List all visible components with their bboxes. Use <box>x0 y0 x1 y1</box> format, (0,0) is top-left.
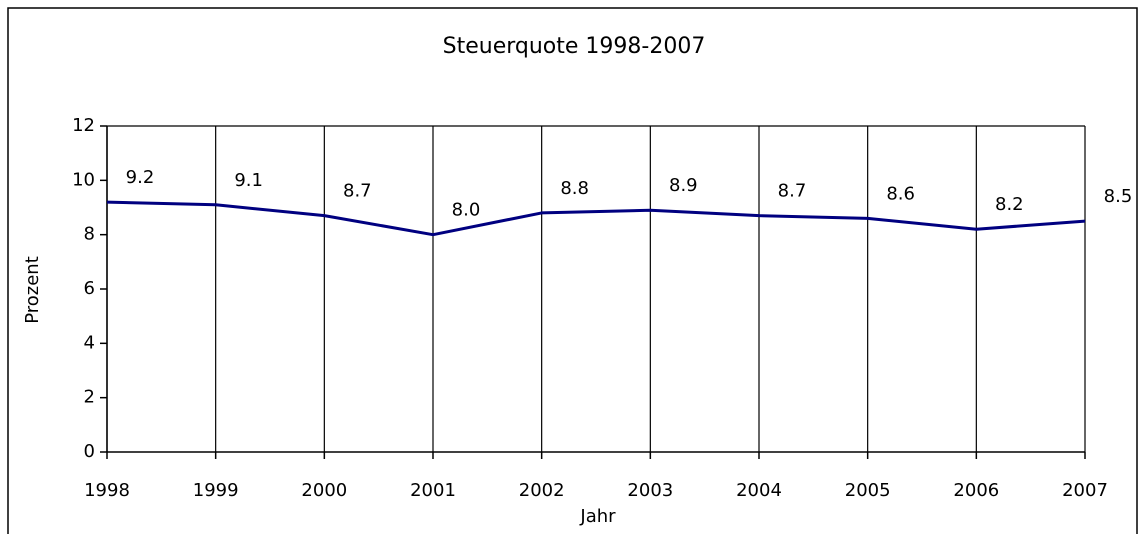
x-tick-label: 1999 <box>193 480 239 501</box>
y-tick-label: 12 <box>72 115 95 136</box>
x-tick-label: 2003 <box>627 480 673 501</box>
x-tick-label: 2005 <box>845 480 891 501</box>
x-axis-label: Jahr <box>579 506 616 527</box>
y-tick-label: 2 <box>84 387 95 408</box>
y-tick-label: 6 <box>84 278 95 299</box>
y-tick-label: 0 <box>84 441 95 462</box>
x-tick-label: 2006 <box>953 480 999 501</box>
data-label: 9.2 <box>126 167 155 188</box>
x-tick-label: 2004 <box>736 480 782 501</box>
x-tick-label: 2007 <box>1062 480 1108 501</box>
x-tick-label: 1998 <box>84 480 130 501</box>
chart-title: Steuerquote 1998-2007 <box>443 34 706 59</box>
data-label: 8.0 <box>452 200 481 221</box>
x-tick-label: 2002 <box>519 480 565 501</box>
x-tick-label: 2001 <box>410 480 456 501</box>
data-label: 8.6 <box>886 183 915 204</box>
data-label: 8.9 <box>669 175 698 196</box>
y-tick-label: 10 <box>72 169 95 190</box>
line <box>106 200 1086 237</box>
data-label: 8.8 <box>560 178 589 199</box>
data-label: 9.1 <box>234 170 263 191</box>
data-label: 8.7 <box>343 181 372 202</box>
y-axis-label: Prozent <box>22 256 43 324</box>
data-label: 8.2 <box>995 194 1024 215</box>
x-tick-label: 2000 <box>301 480 347 501</box>
y-tick-label: 4 <box>84 332 95 353</box>
chart-border <box>7 7 1138 534</box>
data-label: 8.7 <box>778 181 807 202</box>
y-tick-label: 8 <box>84 224 95 245</box>
data-label: 8.5 <box>1104 186 1133 207</box>
